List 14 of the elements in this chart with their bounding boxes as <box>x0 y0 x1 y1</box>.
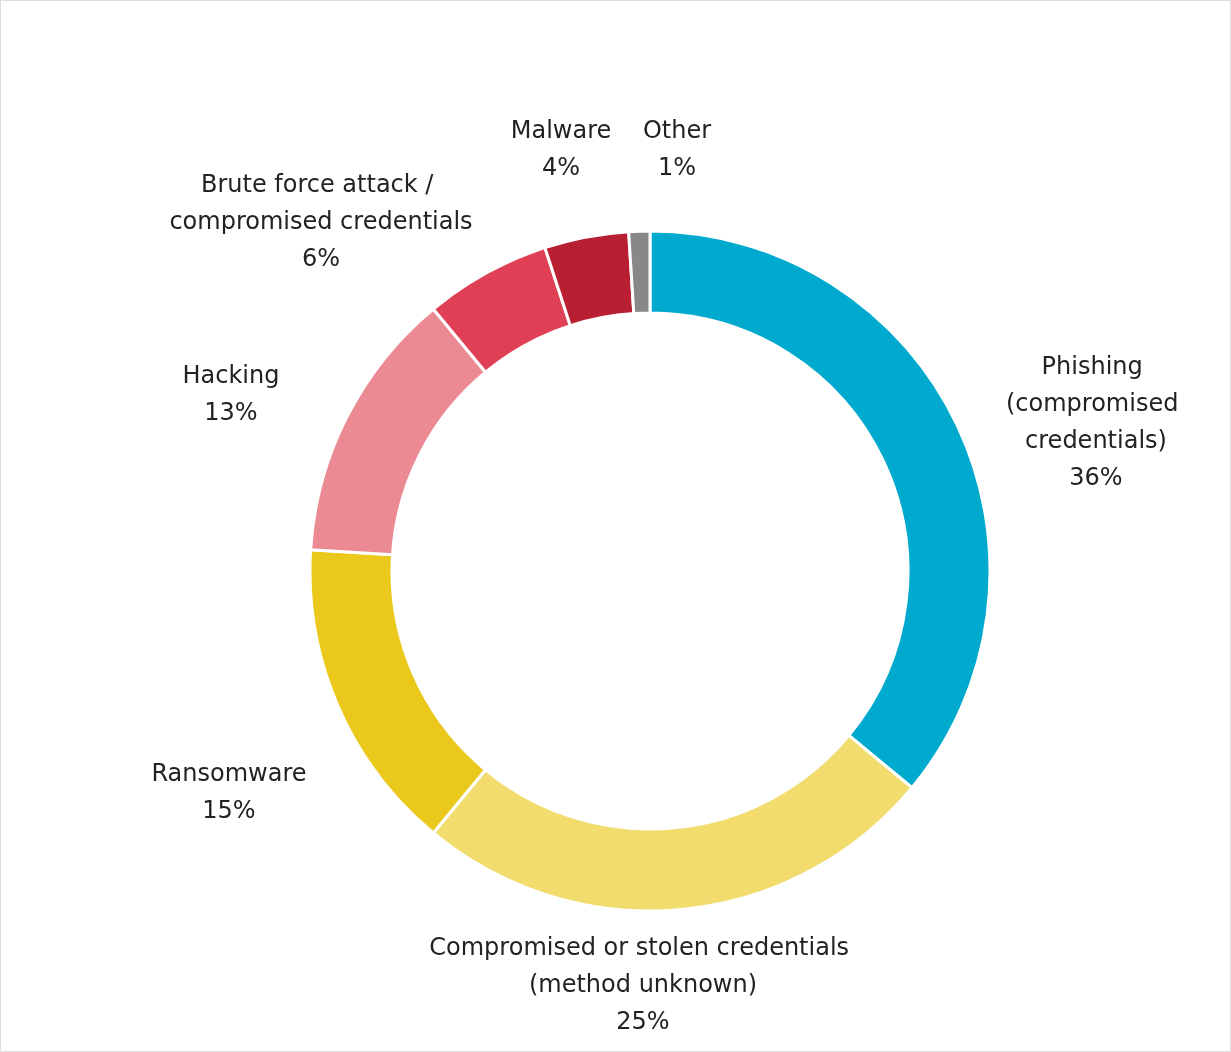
slice-label: Ransomware <box>151 758 307 787</box>
data-label: 1% <box>657 152 697 181</box>
slice-label: Malware <box>510 115 612 144</box>
data-label: 13% <box>204 397 258 426</box>
data-label: 4% <box>541 152 581 181</box>
data-label: 6% <box>301 244 341 272</box>
data-label: 25% <box>616 1007 670 1035</box>
slice-label: Brute force attack / compromised credentials <box>169 170 473 235</box>
slice-label: Other <box>642 115 712 144</box>
data-label: 36% <box>1069 462 1123 491</box>
slice-label: Compromised or stolen credentials (method unknown) <box>429 933 857 998</box>
slice-label: Hacking <box>182 360 280 389</box>
data-label: 15% <box>202 795 256 824</box>
slice-label: Phishing (compromised credentials) <box>1005 351 1187 454</box>
